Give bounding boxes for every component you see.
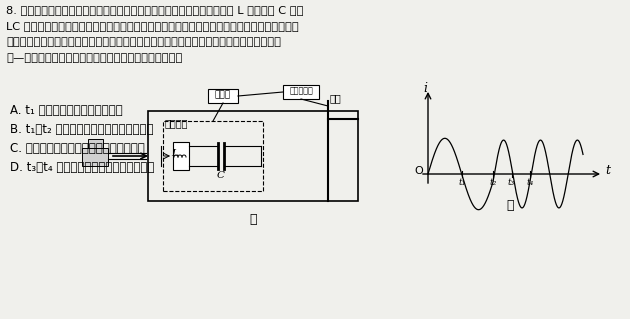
Text: 检测器: 检测器 [215, 91, 231, 100]
Text: 乙: 乙 [507, 199, 513, 212]
Text: t: t [605, 164, 610, 176]
Bar [173, 142, 189, 170]
Text: t₃: t₃ [508, 178, 515, 187]
Text: C. 汽车靠近线圈时，振荡电流的频率变小: C. 汽车靠近线圈时，振荡电流的频率变小 [10, 142, 145, 155]
Text: 8. 车辆智能道闸系统的简化原理图如图甲所示，预埋在地面下的地感线圈 L 和电容器 C 构成: 8. 车辆智能道闸系统的简化原理图如图甲所示，预埋在地面下的地感线圈 L 和电容… [6, 5, 304, 15]
Text: O: O [415, 166, 423, 176]
Bar [88, 139, 103, 148]
Bar [208, 89, 238, 103]
Text: D. t₃～t₄ 时间内，汽车正在靠近地感线圈: D. t₃～t₄ 时间内，汽车正在靠近地感线圈 [10, 161, 154, 174]
Text: t₁: t₁ [458, 178, 466, 187]
Text: C: C [217, 171, 225, 180]
Text: 车牌识别器: 车牌识别器 [289, 86, 313, 95]
Text: 闸门: 闸门 [330, 93, 341, 103]
Text: A. t₁ 时刻电容器两端的电压为零: A. t₁ 时刻电容器两端的电压为零 [10, 104, 123, 117]
Text: t₂: t₂ [490, 178, 496, 187]
Text: 器将该信号发送至车牌识别器，从而向闸机发送起杆或落杆指令。某段时间振荡电路中的电: 器将该信号发送至车牌识别器，从而向闸机发送起杆或落杆指令。某段时间振荡电路中的电 [6, 37, 281, 47]
Text: 流—时间关系图像如图乙所示，则下列有关说法正确的是: 流—时间关系图像如图乙所示，则下列有关说法正确的是 [6, 53, 182, 63]
Text: L: L [171, 149, 178, 158]
Text: B. t₁～t₂ 时间内，线圈的磁场能逐渐增大: B. t₁～t₂ 时间内，线圈的磁场能逐渐增大 [10, 123, 154, 136]
Text: i: i [423, 82, 427, 95]
Bar [283, 85, 319, 99]
Text: t₄: t₄ [527, 178, 534, 187]
Bar [82, 148, 108, 166]
Bar [148, 111, 358, 201]
Text: LC 振荡电路，当车辆靠近地感线圈时，线圈自感系数变大，使得振荡电流频率发生变化，检测: LC 振荡电路，当车辆靠近地感线圈时，线圈自感系数变大，使得振荡电流频率发生变化… [6, 21, 299, 31]
Bar [163, 121, 263, 191]
Text: 甲: 甲 [249, 213, 257, 226]
Text: 地感线圈: 地感线圈 [165, 118, 188, 128]
